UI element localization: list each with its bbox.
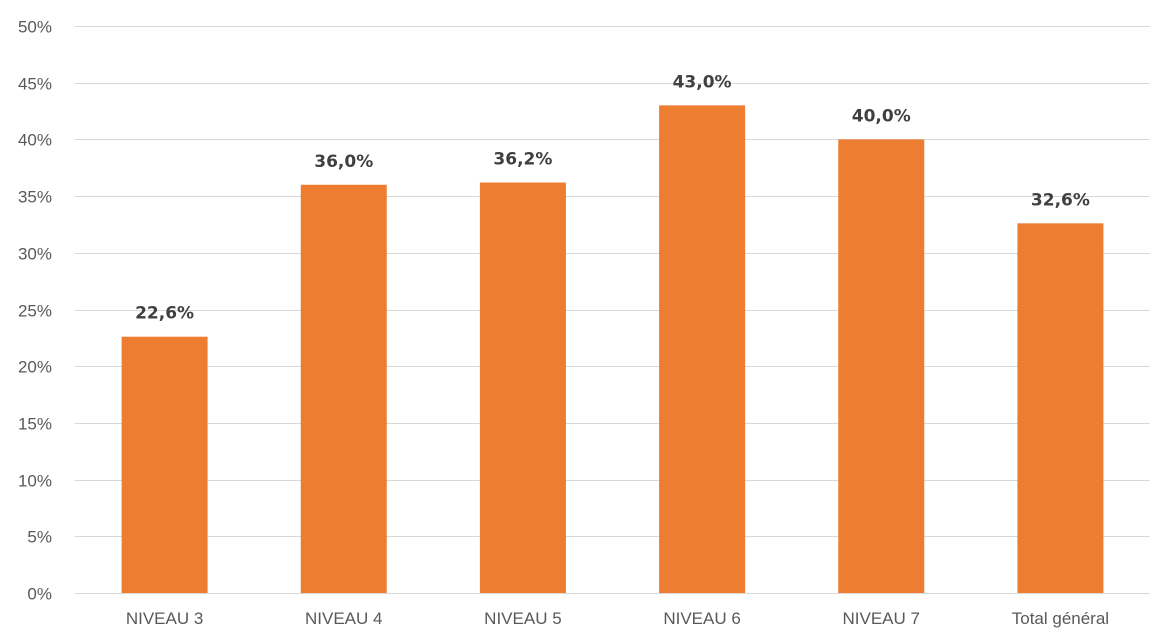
data-label: 36,2% (493, 149, 552, 169)
bar (479, 182, 566, 593)
data-label: 36,0% (314, 152, 373, 172)
bar (121, 336, 208, 593)
data-label: 43,0% (673, 72, 732, 92)
data-label: 40,0% (852, 106, 911, 126)
data-label: 32,6% (1031, 190, 1090, 210)
bar (659, 105, 746, 593)
y-tick-label: 45% (18, 75, 52, 94)
bar (838, 139, 925, 593)
y-tick-label: 25% (18, 302, 52, 321)
y-tick-label: 50% (18, 18, 52, 37)
bar (1017, 223, 1104, 594)
gridlines (75, 26, 1150, 537)
y-axis-tick-labels: 0% 5% 10% 15% 20% 25% 30% 35% 40% 45% 50% (18, 18, 52, 604)
y-tick-label: 35% (18, 188, 52, 207)
x-category-label: NIVEAU 5 (484, 609, 561, 628)
y-tick-label: 20% (18, 358, 52, 377)
bar (300, 184, 387, 593)
data-label: 22,6% (135, 304, 194, 324)
x-category-label: NIVEAU 7 (843, 609, 920, 628)
x-category-label: NIVEAU 4 (305, 609, 382, 628)
y-tick-label: 10% (18, 472, 52, 491)
x-category-label: NIVEAU 3 (126, 609, 203, 628)
y-tick-label: 5% (27, 528, 52, 547)
y-tick-label: 0% (27, 585, 52, 604)
y-tick-label: 30% (18, 245, 52, 264)
x-category-label: NIVEAU 6 (663, 609, 740, 628)
y-tick-label: 40% (18, 131, 52, 150)
y-tick-label: 15% (18, 415, 52, 434)
x-axis-category-labels: NIVEAU 3 NIVEAU 4 NIVEAU 5 NIVEAU 6 NIVEAU 7… (126, 609, 1109, 628)
bars (121, 105, 1104, 594)
x-category-label: Total général (1012, 609, 1109, 628)
data-labels: 22,6% 36,0% 36,2% 43,0% 40,0% 32,6% (135, 72, 1090, 323)
